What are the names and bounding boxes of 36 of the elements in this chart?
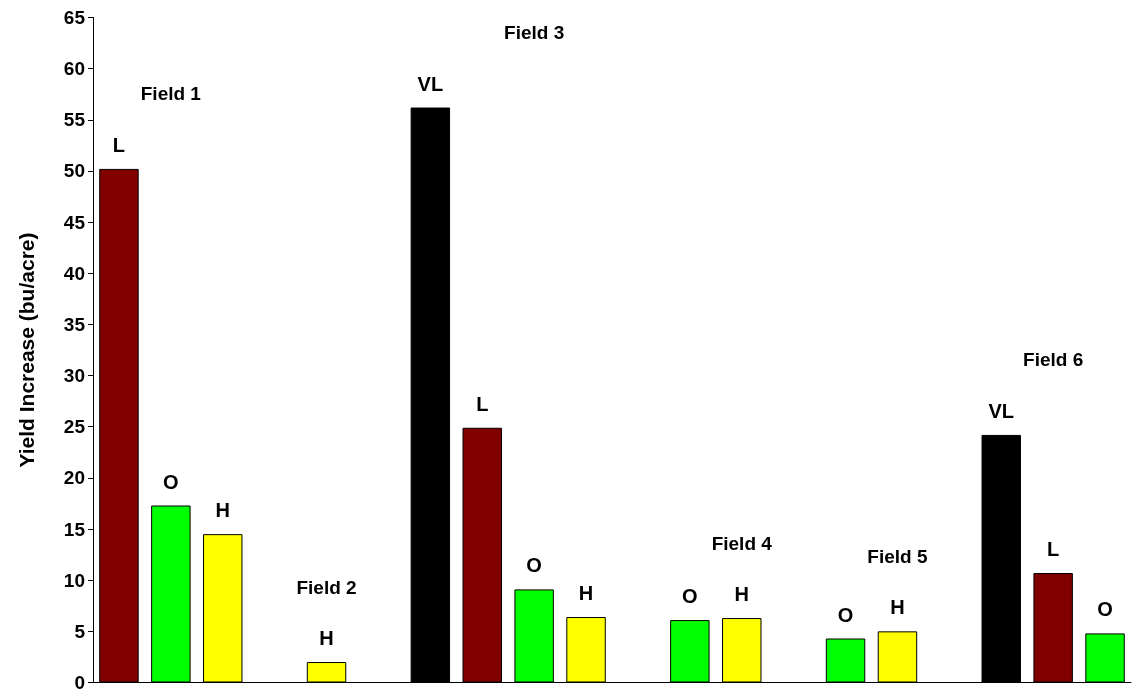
y-tick-label: 0 bbox=[74, 672, 85, 693]
annotation: Field 2 bbox=[296, 576, 357, 598]
y-tick-label: 30 bbox=[63, 365, 85, 387]
text: O bbox=[1097, 598, 1113, 621]
text: O bbox=[682, 585, 698, 608]
y-tick-label: 25 bbox=[63, 416, 86, 438]
text: H bbox=[890, 596, 905, 619]
series-label: H bbox=[215, 499, 230, 522]
y-tick-label: 40 bbox=[63, 262, 85, 284]
series-label: VL bbox=[417, 72, 444, 95]
annotation: Field 3 bbox=[504, 22, 565, 44]
y-tick-label: 65 bbox=[63, 7, 86, 28]
text: L bbox=[476, 392, 489, 415]
text: O bbox=[526, 554, 542, 577]
y-tick-label: 20 bbox=[63, 467, 85, 489]
text: L bbox=[1047, 538, 1060, 561]
text: O bbox=[837, 603, 854, 626]
series-label: O bbox=[163, 470, 179, 493]
text: H bbox=[578, 582, 594, 605]
y-tick-label: 10 bbox=[63, 569, 85, 591]
text: H bbox=[319, 627, 334, 650]
y-tick-label: 5 bbox=[74, 620, 86, 642]
y-axis-title: Yield Increase (bu/acre) bbox=[15, 232, 38, 468]
annotation: Field 6 bbox=[1023, 349, 1084, 371]
text: VL bbox=[988, 399, 1015, 422]
y-tick-label: 35 bbox=[63, 313, 86, 335]
y-tick-label: 60 bbox=[63, 58, 85, 80]
y-tick-label: 15 bbox=[63, 518, 86, 540]
y-tick-label: 50 bbox=[63, 160, 85, 182]
series-label: L bbox=[112, 133, 126, 156]
y-tick-label: 55 bbox=[63, 109, 86, 131]
annotation: Field 1 bbox=[140, 83, 202, 105]
text: H bbox=[734, 583, 749, 606]
annotation: Field 4 bbox=[711, 532, 773, 554]
annotation: Field 5 bbox=[867, 545, 928, 567]
y-tick-label: 45 bbox=[63, 211, 86, 233]
